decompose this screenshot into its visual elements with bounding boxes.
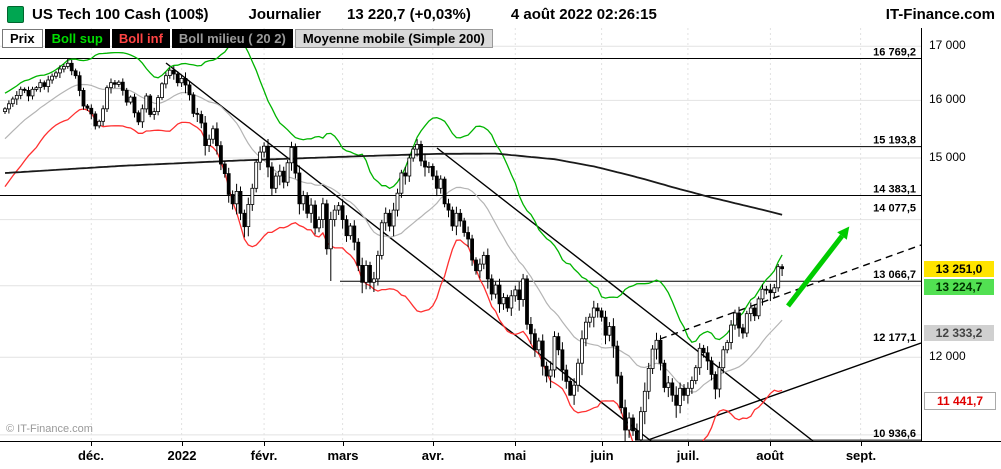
time-axis[interactable]: déc. 2022 févr. mars avr. mai juin juil. août sep… [0,441,1001,469]
x-axis-tick [515,442,516,446]
brand-logo: IT-Finance.com [885,5,995,23]
gridlines [0,28,921,441]
level-line-label: 15 193,8 [873,135,916,147]
y-axis-tick: 15 000 [929,150,966,164]
x-axis-tick [770,442,771,446]
boll-mid-line [4,83,783,393]
legend-boll-mid-chip[interactable]: Boll milieu ( 20 2) [171,29,293,48]
x-axis-month-label: sept. [845,448,877,463]
mm200-line [4,152,783,216]
legend-moving-average-chip[interactable]: Moyenne mobile (Simple 200) [294,29,493,48]
x-axis-tick [91,442,92,446]
breakout-arrow-head [837,226,850,240]
chart-area: 16 769,2 15 193,8 14 383,1 13 066,7 10 936,6… [0,28,1001,469]
level-line-label: 16 769,2 [873,47,916,59]
horizontal-levels [0,58,921,441]
x-axis-tick [264,442,265,446]
timestamp: 4 août 2022 02:26:15 [510,5,657,23]
level-line-label: 13 066,7 [873,269,916,281]
x-axis-tick [688,442,689,446]
price-chart-canvas[interactable]: 16 769,2 15 193,8 14 383,1 13 066,7 10 936,6… [0,28,921,441]
title-bar: US Tech 100 Cash (100$) Journalier 13 22… [0,0,1001,28]
axis-badge-boll-inf-value: 11 441,7 [924,392,996,410]
price-axis[interactable]: 17 000 16 000 15 000 12 000 13 251,0 13 224,7… [921,28,1001,441]
chart-layers: 16 769,2 15 193,8 14 383,1 13 066,7 10 936,6… [0,28,921,441]
x-axis-month-label: avr. [421,448,445,463]
level-labels: 16 769,2 15 193,8 14 383,1 13 066,7 10 936,6… [873,47,916,441]
legend-boll-inf-chip[interactable]: Boll inf [111,29,170,48]
y-axis-tick: 12 000 [929,349,966,363]
boll-inf-line [4,108,783,441]
x-axis-tick [602,442,603,446]
x-axis-month-label: août [756,448,784,463]
level-line-label: 14 077,5 [873,203,916,215]
y-axis-tick: 16 000 [929,92,966,106]
axis-badge-boll-sup-value: 13 224,7 [924,279,994,295]
level-line-label: 14 383,1 [873,184,916,196]
x-axis-month-label: 2022 [167,448,197,463]
x-axis-month-label: déc. [77,448,104,463]
x-axis-tick [861,442,862,446]
x-axis-month-label: févr. [250,448,278,463]
x-axis-month-label: juil. [676,448,700,463]
last-price-text: 13 220,7 (+0,03%) [347,5,471,23]
level-line-label: 10 936,6 [873,428,916,440]
trend-lines [165,62,921,441]
instrument-icon [7,5,24,23]
indicator-legend: Prix Boll sup Boll inf Boll milieu ( 20 … [2,29,493,48]
y-axis-tick: 17 000 [929,38,966,52]
x-axis-tick [433,442,434,446]
x-axis-month-label: mai [503,448,527,463]
axis-badge-last-price: 13 251,0 [924,261,994,277]
x-axis-month-label: juin [590,448,614,463]
legend-boll-sup-chip[interactable]: Boll sup [44,29,110,48]
x-axis-month-label: mars [327,448,359,463]
boll-sup-line [4,41,783,343]
watermark: © IT-Finance.com [6,423,93,435]
instrument-title: US Tech 100 Cash (100$) [32,5,209,23]
x-axis-tick [182,442,183,446]
level-line-label: 12 177,1 [873,332,916,344]
timeframe-label: Journalier [248,5,322,23]
axis-badge-boll-mid-value: 12 333,2 [924,325,994,341]
x-axis-tick [343,442,344,446]
candles [3,58,784,441]
legend-price-chip[interactable]: Prix [2,29,43,48]
breakout-arrow [786,234,844,308]
